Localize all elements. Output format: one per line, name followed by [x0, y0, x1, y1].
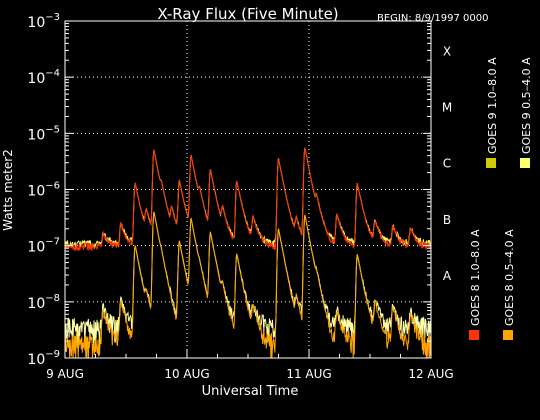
- legend-swatch: [520, 158, 530, 168]
- y-tick-label: 10−6: [27, 181, 60, 200]
- x-tick-label: 12 AUG: [408, 367, 453, 381]
- y-tick-label: 10−8: [27, 293, 60, 312]
- x-tick-label: 11 AUG: [286, 367, 331, 381]
- series-group: [64, 147, 432, 359]
- y-tick-label: 10−5: [27, 124, 60, 143]
- x-tick-label: 9 AUG: [46, 367, 84, 381]
- y-tick-label: 10−3: [27, 12, 60, 31]
- legend: GOES 8 1.0–8.0 A GOES 9 1.0–8.0 A GOES 8 0…: [469, 57, 533, 340]
- legend-label: GOES 8 1.0–8.0 A: [469, 229, 482, 326]
- legend-swatch: [469, 330, 479, 340]
- y-axis-label: Watts meter2: [1, 149, 15, 231]
- chart-title: X-Ray Flux (Five Minute): [157, 5, 338, 23]
- legend-swatch: [503, 330, 513, 340]
- flare-class-label: C: [443, 157, 451, 171]
- axes: 10−3 10−4 10−5 10−6 10−7 10−8 10−99 AUG 10 AUG 1…: [27, 12, 453, 381]
- flare-class-label: X: [443, 44, 451, 58]
- begin-label: BEGIN: 8/9/1997 0000: [377, 13, 488, 24]
- grid: [65, 21, 431, 358]
- series-line-1: [64, 147, 432, 252]
- y-tick-label: 10−4: [27, 68, 60, 87]
- flare-class-label: A: [443, 269, 452, 283]
- legend-label: GOES 9 0.5–4.0 A: [520, 57, 533, 154]
- flare-class-label: M: [442, 101, 452, 115]
- legend-swatch: [486, 158, 496, 168]
- x-axis-label: Universal Time: [202, 384, 299, 399]
- series-line-2: [64, 211, 432, 359]
- flare-class-label: B: [443, 213, 451, 227]
- legend-label: GOES 8 0.5–4.0 A: [503, 229, 516, 326]
- y-tick-label: 10−7: [27, 237, 60, 256]
- y-tick-label: 10−9: [27, 349, 60, 368]
- legend-label: GOES 9 1.0–8.0 A: [486, 57, 499, 154]
- x-tick-label: 10 AUG: [164, 367, 209, 381]
